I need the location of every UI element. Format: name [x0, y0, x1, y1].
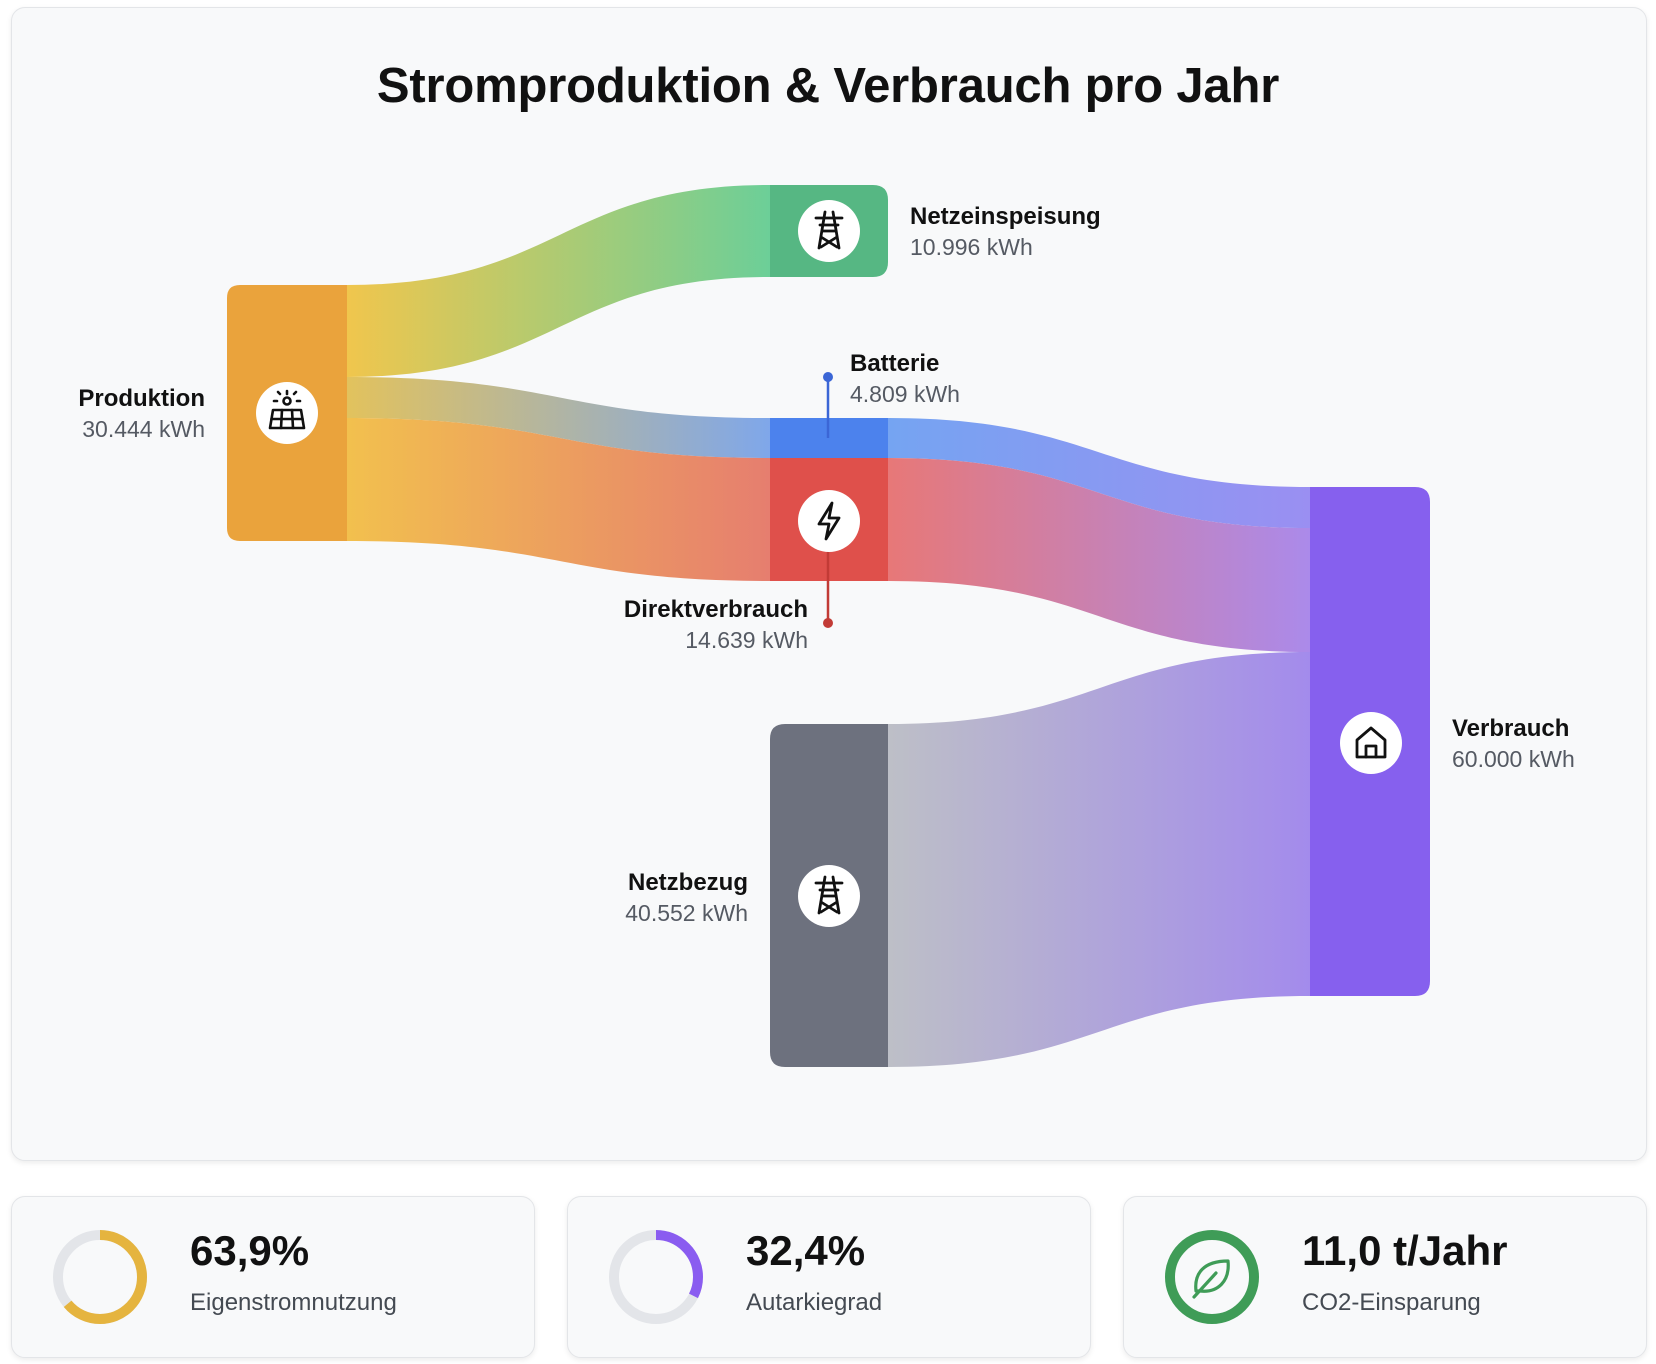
batterie-value: 4.809 kWh: [850, 381, 960, 407]
flow-produktion-netzeinspeisung: [347, 185, 770, 377]
direktverbrauch-value: 14.639 kWh: [685, 627, 808, 653]
verbrauch-name: Verbrauch: [1452, 715, 1570, 742]
produktion-value: 30.444 kWh: [82, 416, 205, 442]
direktverbrauch-connector-dot: [823, 618, 833, 628]
home-icon: [1340, 712, 1402, 774]
direktverbrauch-name: Direktverbrauch: [623, 596, 808, 623]
eigenstromnutzung-label: Eigenstromnutzung: [190, 1289, 397, 1316]
sankey-diagram: [227, 185, 1430, 1067]
eigenstromnutzung-ring-arc: [53, 1230, 147, 1324]
eigenstromnutzung-value: 63,9%: [190, 1227, 310, 1274]
flow-batterie-verbrauch: [888, 418, 1310, 528]
label-batterie: Batterie 4.809 kWh: [850, 348, 960, 410]
label-produktion: Produktion 30.444 kWh: [78, 383, 205, 445]
produktion-name: Produktion: [78, 385, 205, 412]
lightning-bolt-icon: [798, 490, 860, 552]
label-netzeinspeisung: Netzeinspeisung 10.996 kWh: [910, 201, 1101, 263]
flow-produktion-direktverbrauch: [347, 418, 770, 581]
autarkiegrad-value: 32,4%: [746, 1227, 866, 1274]
autarkiegrad-ring-arc: [609, 1230, 703, 1324]
label-verbrauch: Verbrauch 60.000 kWh: [1452, 713, 1575, 775]
stat-card-eigenstromnutzung: 63,9% Eigenstromnutzung: [11, 1196, 535, 1358]
netzeinspeisung-name: Netzeinspeisung: [910, 203, 1101, 230]
co2-einsparung-label: CO2-Einsparung: [1302, 1289, 1481, 1316]
netzbezug-value: 40.552 kWh: [625, 900, 748, 926]
netzbezug-name: Netzbezug: [628, 869, 748, 896]
stat-card-co2-einsparung: 11,0 t/Jahr CO2-Einsparung: [1123, 1196, 1647, 1358]
netzeinspeisung-value: 10.996 kWh: [910, 234, 1033, 260]
label-netzbezug: Netzbezug 40.552 kWh: [625, 867, 748, 929]
batterie-name: Batterie: [850, 350, 940, 377]
autarkiegrad-label: Autarkiegrad: [746, 1289, 883, 1316]
page-title: Stromproduktion & Verbrauch pro Jahr: [376, 59, 1280, 113]
verbrauch-value: 60.000 kWh: [1452, 746, 1575, 772]
power-pylon-icon: [798, 200, 860, 262]
ring-progress-icon: [53, 1230, 147, 1324]
leaf-icon: [1165, 1230, 1259, 1324]
label-direktverbrauch: Direktverbrauch 14.639 kWh: [624, 594, 808, 656]
ring-progress-icon: [609, 1230, 703, 1324]
stat-card-autarkiegrad: 32,4% Autarkiegrad: [567, 1196, 1091, 1358]
batterie-connector-dot: [823, 372, 833, 382]
flow-netzbezug-verbrauch: [888, 652, 1310, 1067]
co2-einsparung-value: 11,0 t/Jahr: [1302, 1227, 1508, 1274]
power-pylon-icon: [798, 865, 860, 927]
solar-panel-icon: [256, 382, 318, 444]
flow-produktion-batterie: [347, 377, 770, 458]
flow-direktverbrauch-verbrauch: [888, 458, 1310, 652]
